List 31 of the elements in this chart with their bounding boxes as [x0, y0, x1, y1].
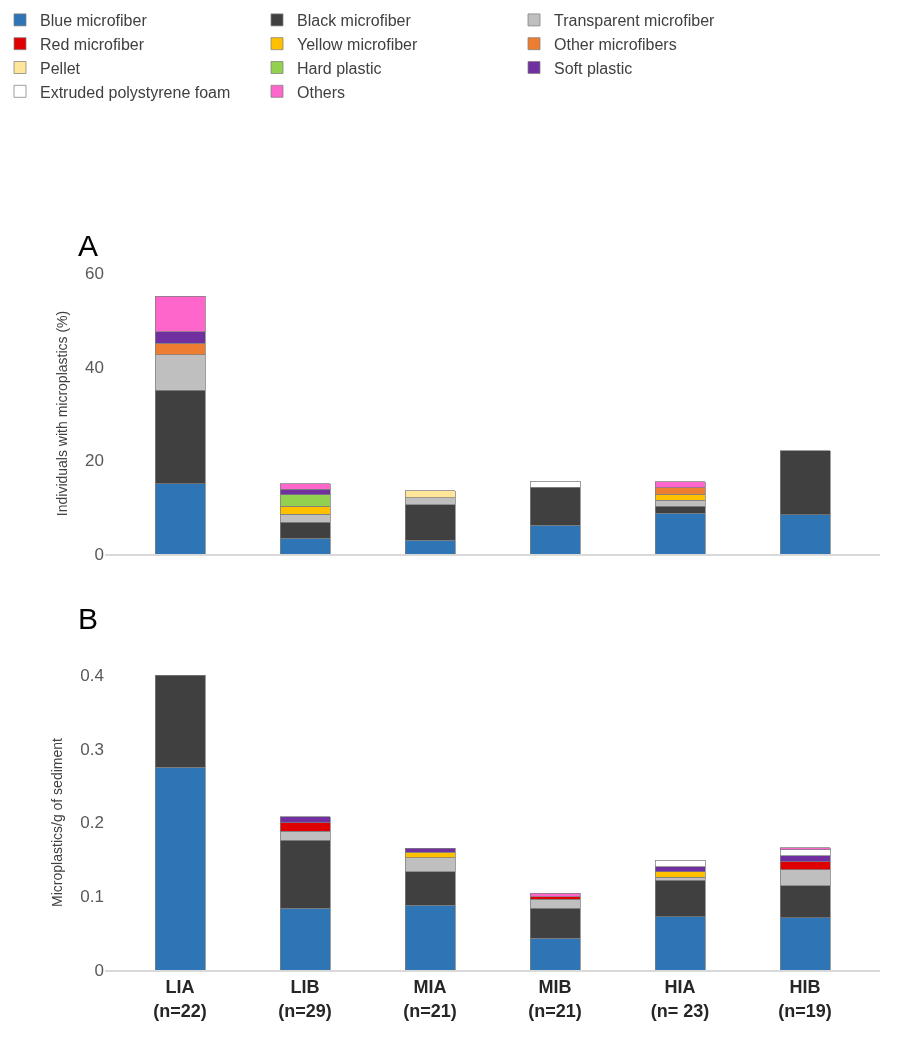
y-tick-label: 0.2	[80, 813, 104, 833]
legend-label: Yellow microfiber	[297, 35, 419, 53]
chart-title: A	[78, 228, 99, 262]
x-tick-label: HIA (n= 23)	[650, 977, 710, 1021]
y-tick-label: 0	[94, 960, 104, 980]
y-tick-label: 60	[85, 263, 104, 283]
x-tick-label: LIA (n=22)	[153, 977, 207, 1021]
chart-title: B	[78, 601, 99, 635]
y-tick-label: 20	[85, 451, 104, 471]
legend-label: Blue microfiber	[40, 12, 148, 30]
bar	[529, 892, 581, 898]
y-tick-label: 0.1	[80, 887, 104, 907]
y-axis-title: Microplastics/g of sediment	[48, 737, 65, 907]
legend-label: Red microfiber	[40, 35, 145, 53]
legend-label: Extruded polystyrene foam	[40, 83, 231, 101]
legend-label: Pellet	[40, 59, 81, 77]
y-tick-label: 0.3	[80, 739, 104, 759]
legend-label: Others	[297, 83, 346, 101]
legend-label: Other microfibers	[554, 35, 677, 53]
x-tick-label: MIB (n=21)	[528, 977, 582, 1021]
y-tick-label: 0.4	[80, 665, 104, 685]
y-tick-label: 0	[94, 544, 104, 564]
legend-label: Hard plastic	[297, 59, 382, 77]
legend-label: Transparent microfiber	[554, 12, 716, 30]
y-tick-label: 40	[85, 357, 104, 377]
legend-label: Soft plastic	[554, 59, 633, 77]
x-tick-label: MIA (n=21)	[403, 977, 457, 1021]
legend-label: Black microfiber	[297, 12, 412, 30]
y-axis-title: Individuals with microplastics (%)	[53, 310, 70, 517]
x-tick-label: LIB (n=29)	[278, 977, 332, 1021]
x-tick-label: HIB (n=19)	[778, 977, 832, 1021]
